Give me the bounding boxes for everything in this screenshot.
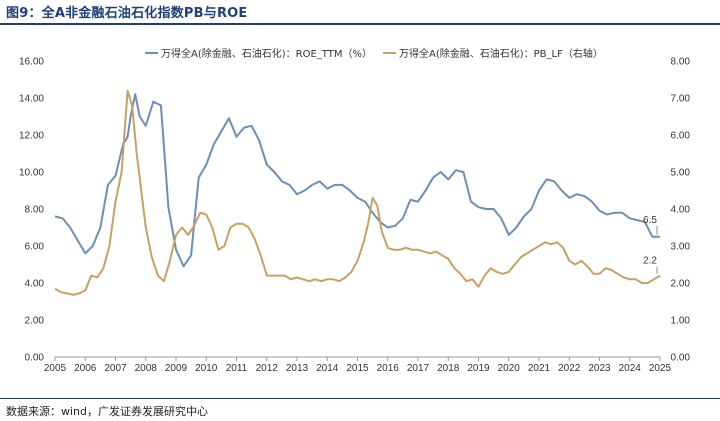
y-right-tick-label: 5.00 [671, 168, 691, 179]
x-tick-label: 2018 [437, 363, 460, 374]
x-tick-label: 2012 [256, 363, 279, 374]
y-right-tick-label: 6.00 [671, 131, 691, 142]
page-title: 图9：全A非金融石油石化指数PB与ROE [6, 6, 248, 21]
y-right-tick-label: 3.00 [671, 242, 691, 253]
y-left-tick-label: 14.00 [19, 94, 44, 105]
x-tick-label: 2024 [619, 363, 642, 374]
x-tick-label: 2022 [558, 363, 581, 374]
legend-label-roe: 万得全A(除金融、石油石化)：ROE_TTM（%） [161, 47, 372, 60]
y-right-tick-label: 2.00 [671, 279, 691, 290]
x-tick-label: 2008 [135, 363, 158, 374]
y-left-tick-label: 6.00 [25, 242, 45, 253]
source-note: 数据来源：wind，广发证券发展研究中心 [6, 405, 209, 418]
x-tick-label: 2020 [498, 363, 521, 374]
y-right-tick-label: 4.00 [671, 205, 691, 216]
y-left-tick-label: 10.00 [19, 168, 44, 179]
y-left-tick-label: 16.00 [19, 57, 44, 68]
x-tick-label: 2025 [649, 363, 672, 374]
y-right-tick-label: 7.00 [671, 94, 691, 105]
x-tick-label: 2019 [467, 363, 490, 374]
x-tick-label: 2016 [377, 363, 400, 374]
x-tick-label: 2009 [165, 363, 188, 374]
x-tick-label: 2005 [44, 363, 67, 374]
series-line-roe [54, 93, 660, 268]
y-left-tick-label: 2.00 [25, 316, 45, 327]
series-line-pb [54, 89, 661, 296]
x-tick-label: 2017 [407, 363, 430, 374]
x-tick-label: 2023 [588, 363, 611, 374]
title-rule [0, 23, 720, 25]
data-label-roe: 6.5 [643, 215, 657, 226]
y-left-tick-label: 8.00 [25, 205, 45, 216]
x-tick-label: 2014 [316, 363, 339, 374]
legend: 万得全A(除金融、石油石化)：ROE_TTM（%） 万得全A(除金融、石油石化)… [145, 47, 603, 60]
x-tick-label: 2011 [226, 363, 248, 374]
footer-rule [0, 398, 720, 399]
y-left-tick-label: 12.00 [19, 131, 44, 142]
chart: 0.00 2.00 4.00 6.00 8.00 10.00 12.00 14.00 16.00… [19, 47, 690, 375]
y-left-tick-label: 4.00 [25, 279, 45, 290]
y-right-tick-label: 1.00 [671, 316, 691, 327]
x-tick-label: 2010 [195, 363, 218, 374]
x-tick-label: 2006 [74, 363, 97, 374]
data-label-pb: 2.2 [643, 256, 657, 267]
axes: 0.00 2.00 4.00 6.00 8.00 10.00 12.00 14.00 16.00… [19, 57, 690, 375]
y-right-tick-label: 8.00 [671, 57, 691, 68]
x-tick-label: 2015 [346, 363, 369, 374]
x-tick-label: 2013 [286, 363, 309, 374]
x-tick-label: 2007 [104, 363, 127, 374]
y-right-tick-label: 0.00 [671, 353, 691, 364]
x-tick-label: 2021 [528, 363, 551, 374]
legend-label-pb: 万得全A(除金融、石油石化)：PB_LF（右轴） [399, 47, 603, 60]
y-left-tick-label: 0.00 [25, 353, 45, 364]
